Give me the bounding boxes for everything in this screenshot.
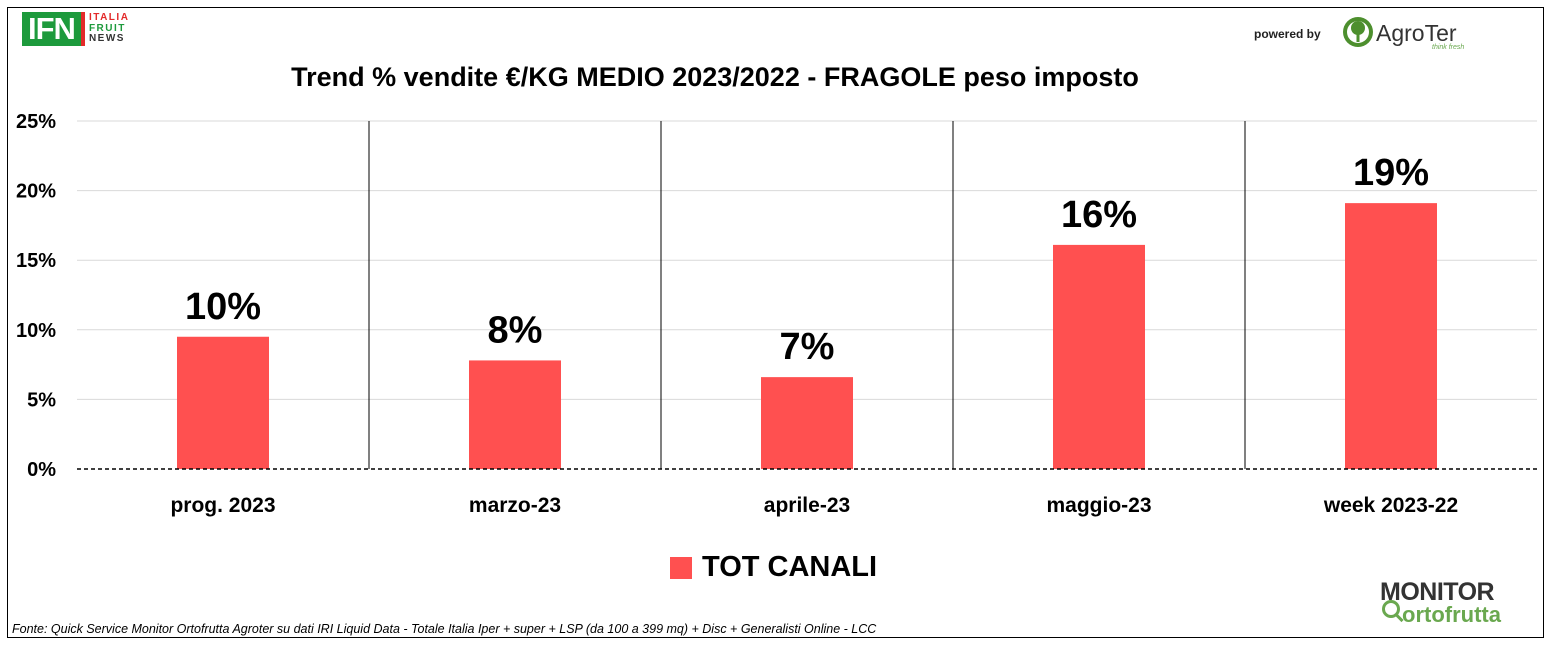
- legend-label-tot-canali: TOT CANALI: [702, 551, 878, 583]
- agroter-tree-icon: [1343, 17, 1373, 47]
- bar: [761, 377, 853, 469]
- data-label: 19%: [1353, 152, 1429, 194]
- ifn-logo-line2: FRUIT: [88, 22, 126, 34]
- ifn-logo-abbr: IFN: [22, 12, 85, 46]
- chart-title: Trend % vendite €/KG MEDIO 2023/2022 - F…: [291, 62, 1139, 92]
- bar: [1053, 244, 1145, 469]
- magnifier-icon: [1382, 600, 1400, 618]
- data-label: 10%: [185, 286, 261, 328]
- x-tick-label: prog. 2023: [170, 494, 275, 517]
- x-tick-label: aprile-23: [764, 494, 850, 517]
- powered-by-text: powered by: [1254, 27, 1321, 41]
- ifn-logo-line3: NEWS: [88, 33, 125, 45]
- monitor-logo-line2: ortofrutta: [1402, 602, 1501, 627]
- y-tick-label: 5%: [27, 389, 56, 411]
- x-tick-label: week 2023-22: [1323, 494, 1458, 517]
- bar: [1345, 203, 1437, 470]
- x-tick-label: marzo-23: [469, 494, 561, 517]
- data-label: 16%: [1061, 194, 1137, 236]
- legend-swatch-tot-canali: [670, 556, 692, 579]
- y-tick-label: 20%: [16, 181, 56, 203]
- y-tick-label: 10%: [16, 320, 56, 342]
- source-note: Fonte: Quick Service Monitor Ortofrutta …: [12, 622, 877, 636]
- y-tick-label: 15%: [16, 250, 56, 272]
- data-label: 7%: [780, 326, 835, 368]
- agroter-logo-tagline: think fresh: [1432, 44, 1465, 51]
- chart-legend: TOT CANALI: [670, 551, 877, 584]
- data-label: 8%: [488, 309, 543, 351]
- monitor-logo-line1: MONITOR: [1380, 578, 1495, 606]
- bar: [177, 336, 269, 469]
- y-tick-label: 25%: [16, 111, 56, 133]
- y-tick-label: 0%: [27, 459, 56, 481]
- ifn-logo: IFN ITALIA FRUIT NEWS: [22, 12, 129, 46]
- monitor-ortofrutta-logo: MONITOR ortofrutta: [1380, 578, 1540, 632]
- x-tick-label: maggio-23: [1046, 494, 1151, 517]
- bar: [469, 360, 561, 469]
- agroter-logo-name: AgroTer: [1376, 20, 1457, 46]
- chart-frame: [7, 7, 1544, 638]
- ifn-logo-line1: ITALIA: [88, 12, 130, 24]
